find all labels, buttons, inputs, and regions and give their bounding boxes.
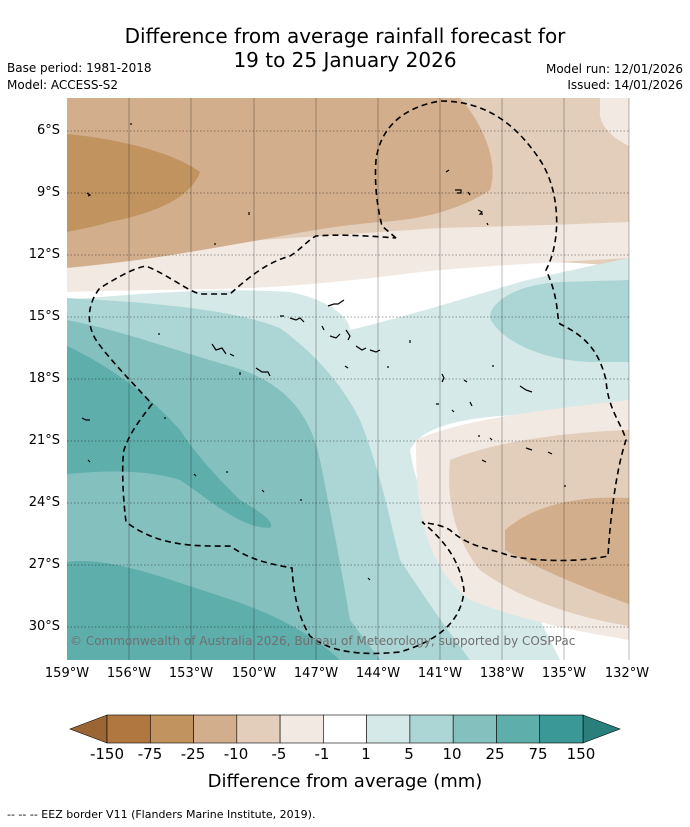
lat-label-27s: 27°S [28, 557, 60, 572]
eez-legend-footer: -- -- -- EEZ border V11 (Flanders Marine… [7, 808, 316, 821]
lon-label-135w: 135°W [541, 666, 587, 681]
colorbar-tick: 10 [442, 745, 462, 763]
colorbar-tick: -5 [271, 745, 287, 763]
eez-french-polynesia [88, 100, 627, 655]
colorbar-high-extension [582, 714, 621, 744]
colorbar-segment [539, 714, 584, 744]
lon-label-144w: 144°W [355, 666, 401, 681]
colorbar-tick: 75 [528, 745, 548, 763]
colorbar-segment [279, 714, 324, 744]
band-dry-strong [67, 134, 200, 232]
lon-label-141w: 141°W [417, 666, 463, 681]
colorbar-segment [496, 714, 541, 744]
colorbar-label: Difference from average (mm) [207, 771, 483, 792]
anomaly-shading [67, 98, 629, 660]
latitude-lines [67, 130, 629, 628]
lat-label-6s: 6°S [36, 123, 60, 138]
eez-borders [88, 100, 627, 655]
base-period: Base period: 1981-2018 [7, 61, 152, 75]
colorbar-tick: 150 [566, 745, 596, 763]
title-line-2: 19 to 25 January 2026 [233, 48, 457, 72]
colorbar-tick: -75 [137, 745, 163, 763]
issued-date: Issued: 14/01/2026 [567, 78, 683, 92]
colorbar-low-extension [69, 714, 108, 744]
lat-label-9s: 9°S [36, 185, 60, 200]
colorbar-segment [452, 714, 497, 744]
lon-label-147w: 147°W [293, 666, 339, 681]
islands [81, 123, 566, 581]
lon-label-153w: 153°W [168, 666, 214, 681]
lon-label-132w: 132°W [604, 666, 650, 681]
lat-label-18s: 18°S [28, 371, 60, 386]
colorbar-segment [366, 714, 411, 744]
colorbar-tick: -10 [223, 745, 249, 763]
band-dry-very-light [67, 222, 629, 292]
colorbar-segment [323, 714, 367, 744]
colorbar-tick: -25 [180, 745, 206, 763]
colorbar-tick: -150 [89, 745, 125, 763]
colorbar-segment [149, 714, 194, 744]
copyright-credit: © Commonwealth of Australia 2026, Bureau… [70, 634, 576, 648]
lon-label-150w: 150°W [231, 666, 277, 681]
colorbar-tick: 1 [361, 745, 371, 763]
colorbar-tick: -1 [314, 745, 330, 763]
band-dry-medium [67, 98, 493, 268]
lat-label-15s: 15°S [28, 309, 60, 324]
model-run: Model run: 12/01/2026 [545, 62, 683, 76]
model-name: Model: ACCESS-S2 [7, 78, 119, 92]
colorbar [69, 714, 621, 744]
lat-label-12s: 12°S [28, 247, 60, 262]
colorbar-segment [106, 714, 151, 744]
lon-label-159w: 159°W [44, 666, 90, 681]
lat-label-24s: 24°S [28, 495, 60, 510]
colorbar-tick: 25 [485, 745, 505, 763]
lon-label-138w: 138°W [479, 666, 525, 681]
lat-label-30s: 30°S [28, 619, 60, 634]
band-wet-very-strong [67, 346, 272, 528]
lat-label-21s: 21°S [28, 433, 60, 448]
colorbar-segment [409, 714, 454, 744]
colorbar-tick: 5 [404, 745, 414, 763]
colorbar-segment [236, 714, 281, 744]
colorbar-segment [193, 714, 238, 744]
lon-label-156w: 156°W [106, 666, 152, 681]
title-line-1: Difference from average rainfall forecas… [124, 24, 566, 48]
